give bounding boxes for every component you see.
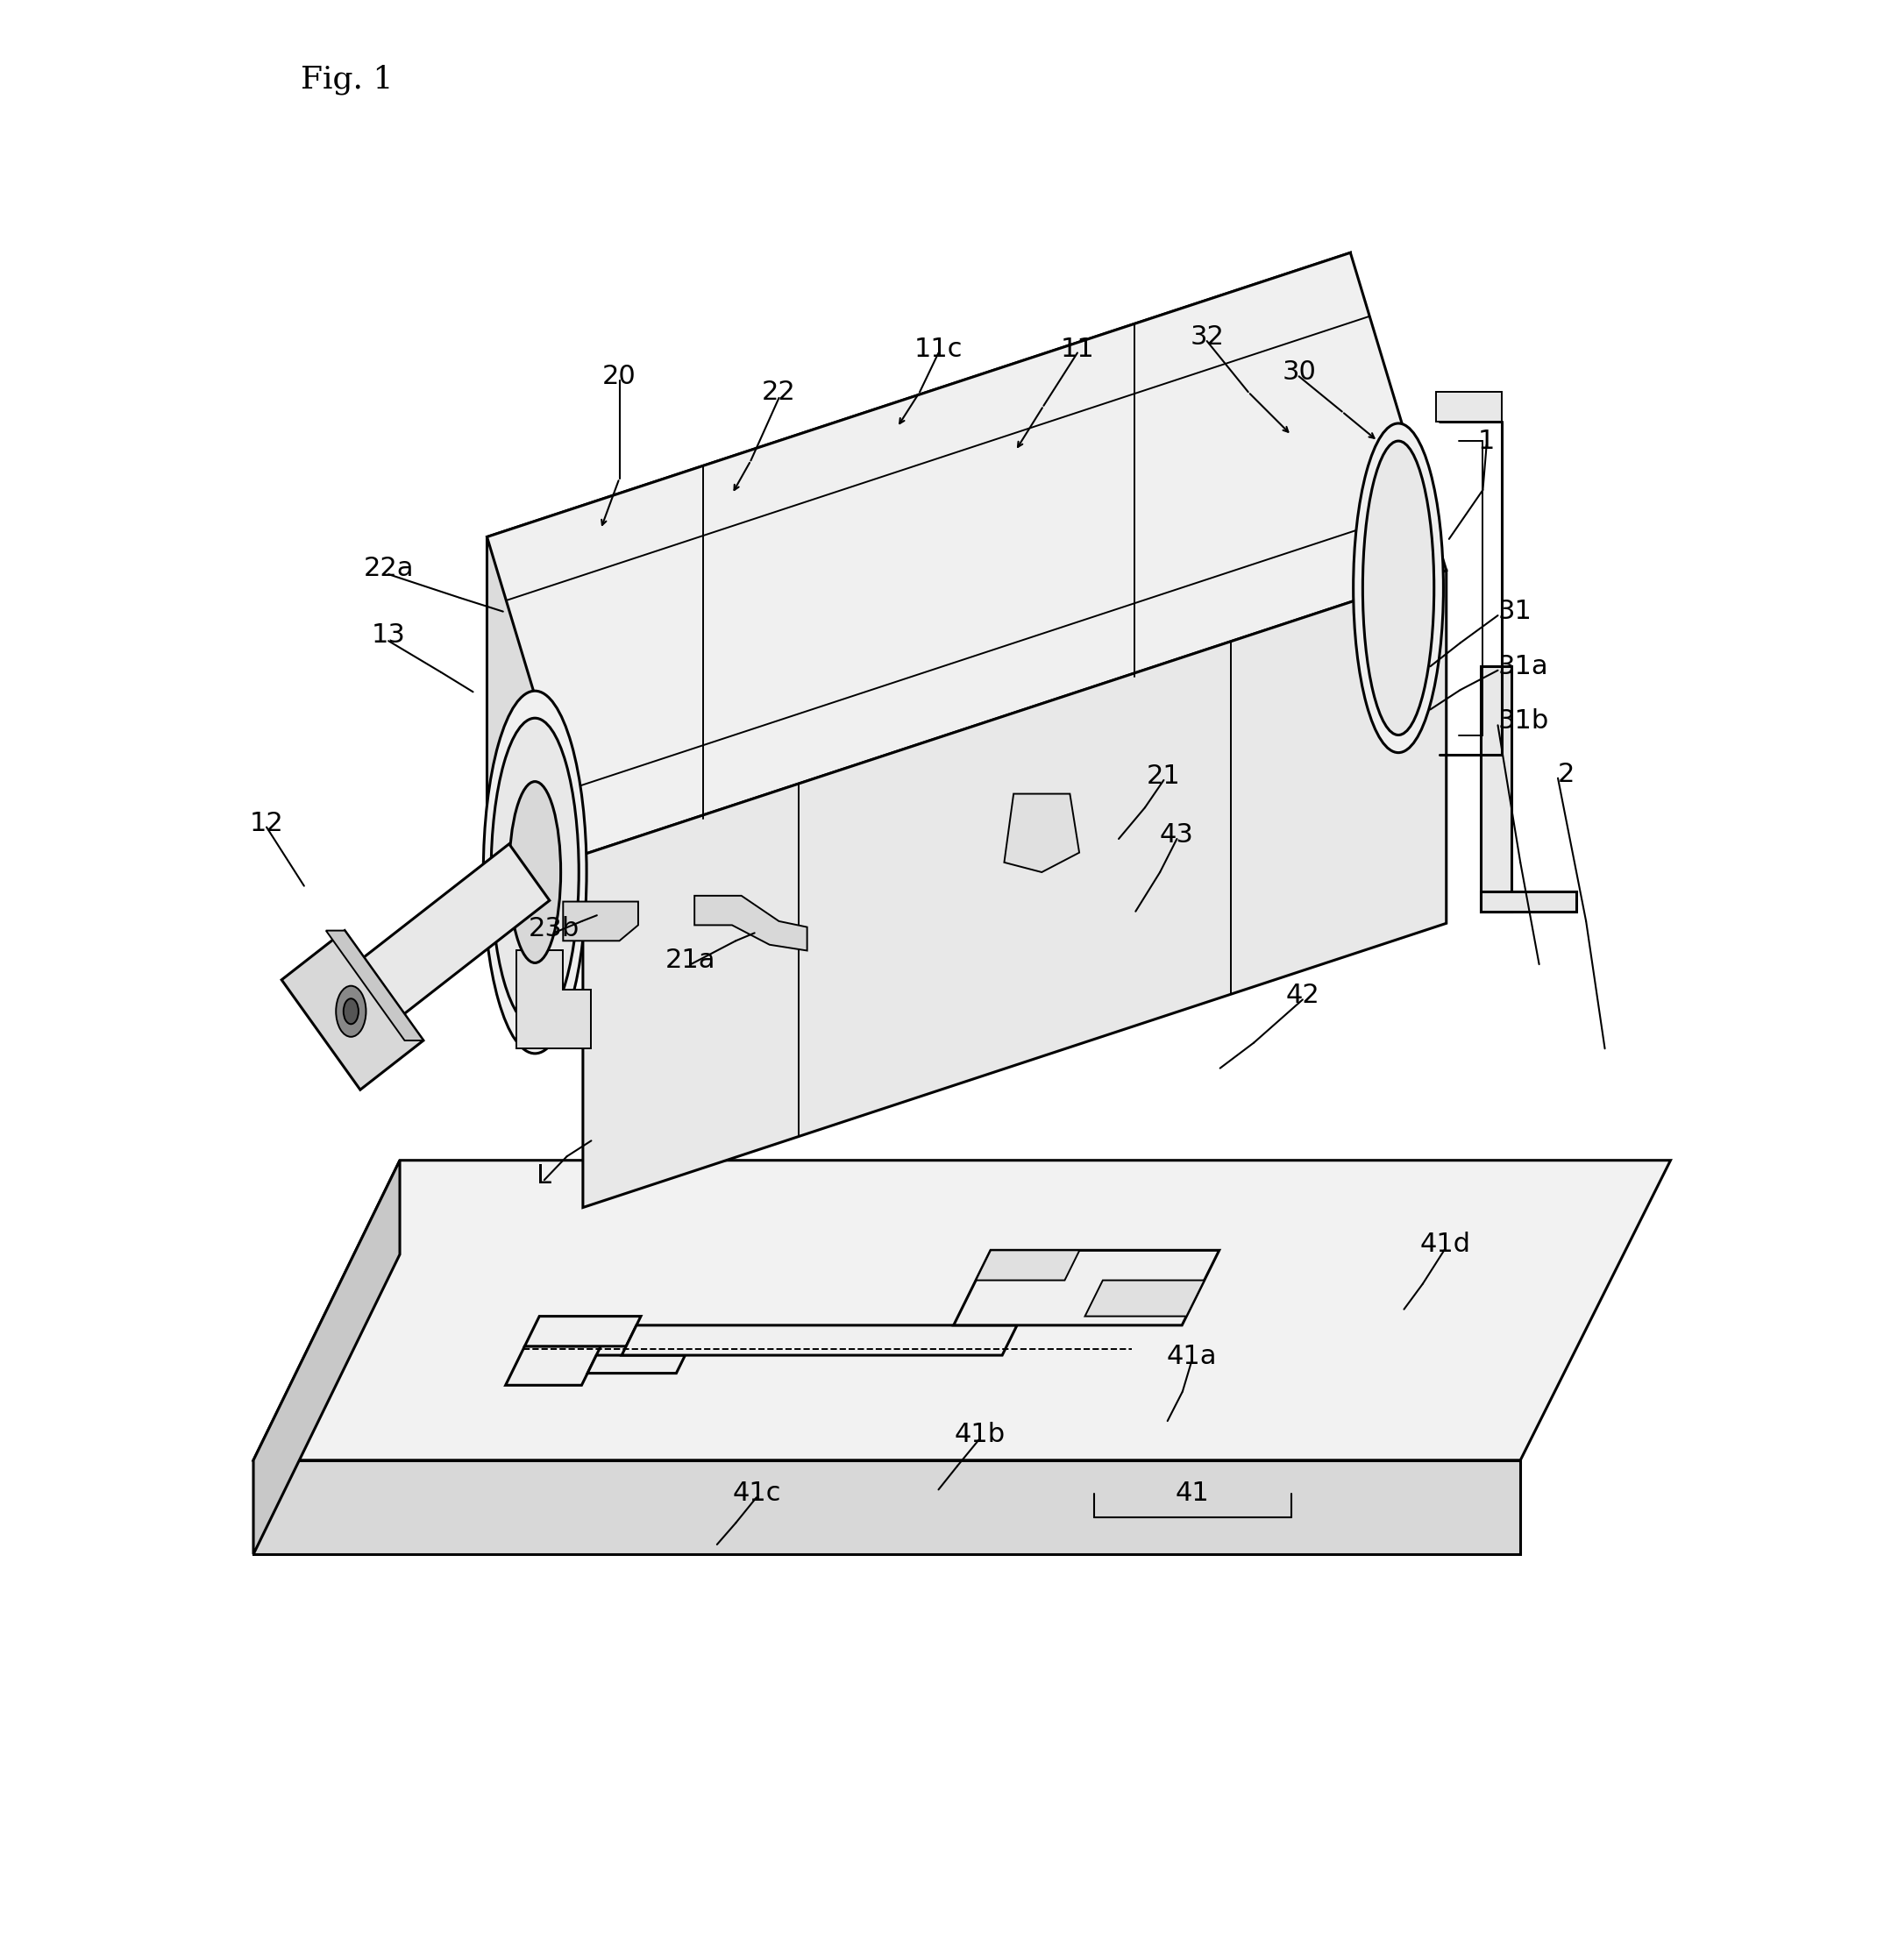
Text: Fig. 1: Fig. 1 xyxy=(300,65,394,94)
Text: 13: 13 xyxy=(372,623,405,647)
Polygon shape xyxy=(1481,666,1511,911)
Polygon shape xyxy=(505,1347,601,1386)
Text: 31b: 31b xyxy=(1498,710,1549,733)
Text: 41b: 41b xyxy=(954,1423,1006,1446)
Ellipse shape xyxy=(336,986,366,1037)
Text: 21: 21 xyxy=(1147,764,1181,788)
Text: 21a: 21a xyxy=(666,949,715,972)
Text: 11: 11 xyxy=(1061,337,1094,361)
Text: 20: 20 xyxy=(603,365,636,388)
Text: 2: 2 xyxy=(1558,762,1575,786)
Text: 31: 31 xyxy=(1498,600,1532,623)
Ellipse shape xyxy=(509,782,561,962)
Text: 41c: 41c xyxy=(732,1482,781,1505)
Polygon shape xyxy=(1481,892,1577,911)
Text: 12: 12 xyxy=(250,811,283,835)
Text: 1: 1 xyxy=(1477,429,1496,453)
Text: 43: 43 xyxy=(1160,823,1194,847)
Polygon shape xyxy=(282,931,424,1090)
Polygon shape xyxy=(621,1325,1017,1354)
Text: L: L xyxy=(537,1164,552,1188)
Polygon shape xyxy=(345,845,550,1027)
Polygon shape xyxy=(253,1460,1520,1554)
Polygon shape xyxy=(1004,794,1079,872)
Polygon shape xyxy=(954,1250,1220,1325)
Polygon shape xyxy=(486,253,1447,855)
Polygon shape xyxy=(976,1250,1079,1280)
Polygon shape xyxy=(694,896,807,951)
Ellipse shape xyxy=(492,717,578,1027)
Polygon shape xyxy=(253,1160,1671,1460)
Polygon shape xyxy=(588,1354,685,1374)
Ellipse shape xyxy=(343,998,359,1023)
Text: 32: 32 xyxy=(1190,325,1224,349)
Polygon shape xyxy=(584,570,1447,1207)
Text: 22a: 22a xyxy=(364,557,413,580)
Polygon shape xyxy=(563,902,638,941)
Text: 30: 30 xyxy=(1282,361,1316,384)
Text: 41: 41 xyxy=(1175,1482,1209,1505)
Ellipse shape xyxy=(1353,423,1443,753)
Polygon shape xyxy=(486,253,1350,890)
Text: 23b: 23b xyxy=(527,917,580,941)
Polygon shape xyxy=(327,931,424,1041)
Polygon shape xyxy=(526,1317,640,1347)
Text: 41a: 41a xyxy=(1167,1345,1216,1368)
Ellipse shape xyxy=(1363,441,1434,735)
Polygon shape xyxy=(1085,1280,1205,1317)
Text: 41d: 41d xyxy=(1419,1233,1472,1256)
Text: 31a: 31a xyxy=(1498,655,1549,678)
Polygon shape xyxy=(1436,392,1502,421)
Text: 11c: 11c xyxy=(914,337,963,361)
Text: 22: 22 xyxy=(762,380,796,404)
Ellipse shape xyxy=(482,692,586,1054)
Polygon shape xyxy=(253,1160,400,1554)
Polygon shape xyxy=(516,951,591,1049)
Text: 42: 42 xyxy=(1286,984,1320,1007)
